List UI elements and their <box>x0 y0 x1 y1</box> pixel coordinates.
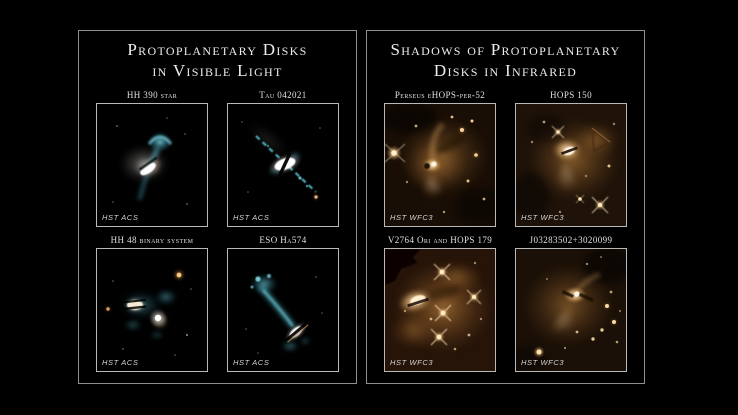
astro-image-hops-150: HST WFC3 <box>515 103 627 228</box>
image-label: J03283502+3020099 <box>529 235 613 246</box>
credit-label: HST ACS <box>233 358 270 368</box>
image-grid-visible: HH 390 star H <box>79 89 356 373</box>
astro-image-hh-390-star: HST ACS <box>96 103 208 228</box>
astro-image-eso-halpha-574: HST ACS <box>227 248 339 373</box>
image-grid-infrared: Perseus eHOPS-per-52 <box>367 89 644 373</box>
panel-infrared: Shadows of Protoplanetary Disks in Infra… <box>366 30 645 384</box>
image-label: ESO Hα574 <box>259 235 307 246</box>
figure-hh-48-binary-system: HH 48 binary system <box>96 234 208 373</box>
credit-label: HST WFC3 <box>521 213 565 223</box>
figure-perseus-ehops-per-52: Perseus eHOPS-per-52 <box>384 89 496 228</box>
panel-title-line: Disks in Infrared <box>433 60 578 80</box>
image-label: HH 390 star <box>126 90 178 101</box>
figure-j03283502: J03283502+3020099 <box>515 234 627 373</box>
astro-image-tau-042021: HST ACS <box>227 103 339 228</box>
image-label: HOPS 150 <box>550 90 592 101</box>
astro-image-j03283502: HST WFC3 <box>515 248 627 373</box>
figure-v2764-ori-and-hops-179: V2764 Ori and HOPS 179 <box>384 234 496 373</box>
image-label: Perseus eHOPS-per-52 <box>394 90 486 101</box>
credit-label: HST ACS <box>233 213 270 223</box>
image-label: Tau 042021 <box>259 90 307 101</box>
figure-hops-150: HOPS 150 <box>515 89 627 228</box>
image-label: HH 48 binary system <box>110 235 194 246</box>
figure-eso-halpha-574: ESO Hα574 <box>227 234 339 373</box>
panel-title-infrared: Shadows of Protoplanetary Disks in Infra… <box>373 40 638 81</box>
astro-image-perseus-ehops-per-52: HST WFC3 <box>384 103 496 228</box>
figure-tau-042021: Tau 042021 <box>227 89 339 228</box>
credit-label: HST WFC3 <box>390 358 434 368</box>
credit-label: HST WFC3 <box>521 358 565 368</box>
image-label: V2764 Ori and HOPS 179 <box>387 235 493 246</box>
panel-title-line: Shadows of Protoplanetary <box>390 40 621 59</box>
panel-title-line: in Visible Light <box>152 60 283 80</box>
credit-label: HST ACS <box>102 213 139 223</box>
panel-title-line: Protoplanetary Disks <box>127 40 308 59</box>
credit-label: HST WFC3 <box>390 213 434 223</box>
credit-label: HST ACS <box>102 358 139 368</box>
panel-visible-light: Protoplanetary Disks in Visible Light HH… <box>78 30 357 384</box>
panel-title-visible-light: Protoplanetary Disks in Visible Light <box>85 40 350 81</box>
astro-image-v2764-ori-and-hops-179: HST WFC3 <box>384 248 496 373</box>
astro-image-hh-48-binary-system: HST ACS <box>96 248 208 373</box>
figure-hh-390-star: HH 390 star H <box>96 89 208 228</box>
